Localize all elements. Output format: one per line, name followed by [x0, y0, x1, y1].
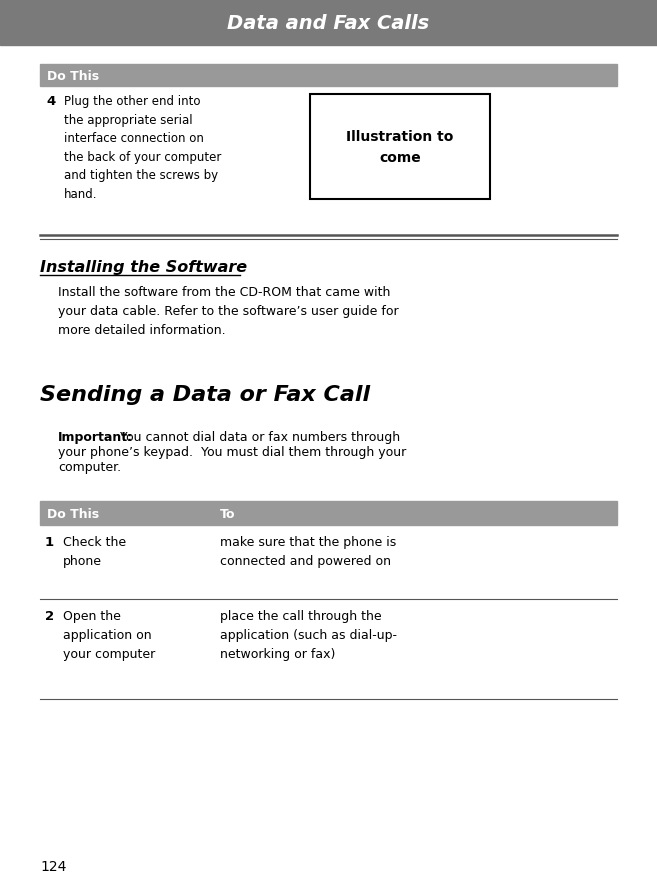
Text: your phone’s keypad.  You must dial them through your: your phone’s keypad. You must dial them …: [58, 445, 406, 459]
Text: Installing the Software: Installing the Software: [40, 260, 247, 274]
Text: Do This: Do This: [47, 70, 99, 82]
Text: place the call through the
application (such as dial-up-
networking or fax): place the call through the application (…: [220, 610, 397, 661]
Text: To: To: [220, 507, 235, 520]
Bar: [40, 502, 617, 526]
Text: computer.: computer.: [58, 460, 121, 474]
Text: make sure that the phone is
connected and powered on: make sure that the phone is connected an…: [220, 536, 396, 568]
Text: Important:: Important:: [58, 431, 133, 443]
Text: Sending a Data or Fax Call: Sending a Data or Fax Call: [40, 384, 370, 405]
Text: 4: 4: [46, 95, 55, 108]
Text: 1: 1: [45, 536, 54, 548]
Text: Check the
phone: Check the phone: [63, 536, 126, 568]
Text: 2: 2: [45, 610, 54, 622]
Bar: [40, 65, 617, 87]
Text: You cannot dial data or fax numbers through: You cannot dial data or fax numbers thro…: [116, 431, 400, 443]
Text: Install the software from the CD-ROM that came with
your data cable. Refer to th: Install the software from the CD-ROM tha…: [58, 286, 399, 337]
Text: Illustration to
come: Illustration to come: [346, 130, 454, 164]
Text: Data and Fax Calls: Data and Fax Calls: [227, 13, 430, 32]
Text: Do This: Do This: [47, 507, 99, 520]
Text: Plug the other end into
the appropriate serial
interface connection on
the back : Plug the other end into the appropriate …: [64, 95, 221, 200]
Text: 124: 124: [40, 859, 66, 873]
Bar: [0, 0, 657, 46]
Text: Open the
application on
your computer: Open the application on your computer: [63, 610, 155, 661]
Bar: [310, 95, 490, 199]
